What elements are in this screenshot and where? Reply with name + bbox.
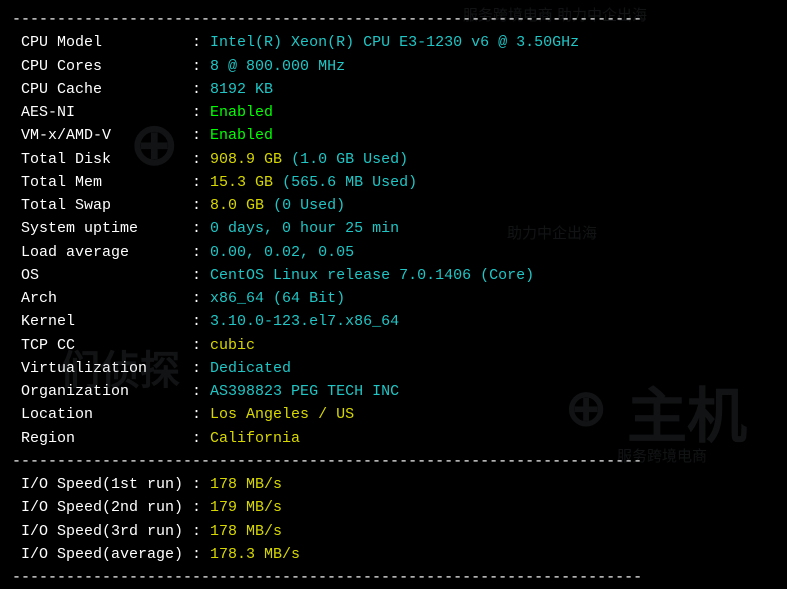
row-label: Kernel xyxy=(12,313,192,330)
row-value: 15.3 GB xyxy=(210,174,282,191)
row-separator: : xyxy=(192,197,210,214)
row-label: Location xyxy=(12,406,192,423)
row-label: Region xyxy=(12,430,192,447)
info-row: Load average : 0.00, 0.02, 0.05 xyxy=(12,241,775,264)
row-label: Organization xyxy=(12,383,192,400)
row-separator: : xyxy=(192,58,210,75)
row-label: TCP CC xyxy=(12,337,192,354)
row-label: Load average xyxy=(12,244,192,261)
row-separator: : xyxy=(192,244,210,261)
io-row: I/O Speed(average) : 178.3 MB/s xyxy=(12,543,775,566)
terminal-output: ----------------------------------------… xyxy=(12,8,775,589)
row-separator: : xyxy=(192,546,210,563)
row-value: 8.0 GB xyxy=(210,197,273,214)
info-row: Total Swap : 8.0 GB (0 Used) xyxy=(12,194,775,217)
row-separator: : xyxy=(192,220,210,237)
row-value: (565.6 MB Used) xyxy=(282,174,417,191)
row-label: AES-NI xyxy=(12,104,192,121)
row-separator: : xyxy=(192,104,210,121)
row-separator: : xyxy=(192,406,210,423)
row-value: Enabled xyxy=(210,104,273,121)
row-value: Intel(R) Xeon(R) CPU E3-1230 v6 @ 3.50GH… xyxy=(210,34,579,51)
info-row: CPU Model : Intel(R) Xeon(R) CPU E3-1230… xyxy=(12,31,775,54)
info-row: AES-NI : Enabled xyxy=(12,101,775,124)
info-row: OS : CentOS Linux release 7.0.1406 (Core… xyxy=(12,264,775,287)
row-separator: : xyxy=(192,430,210,447)
row-value: 0.00, 0.02, 0.05 xyxy=(210,244,354,261)
row-label: CPU Cache xyxy=(12,81,192,98)
info-row: Virtualization : Dedicated xyxy=(12,357,775,380)
row-separator: : xyxy=(192,313,210,330)
row-value: (0 Used) xyxy=(273,197,345,214)
io-row: I/O Speed(3rd run) : 178 MB/s xyxy=(12,520,775,543)
row-separator: : xyxy=(192,360,210,377)
row-label: Virtualization xyxy=(12,360,192,377)
row-value: CentOS Linux release 7.0.1406 (Core) xyxy=(210,267,534,284)
row-value: California xyxy=(210,430,300,447)
row-label: I/O Speed(1st run) xyxy=(12,476,192,493)
row-value: 178 MB/s xyxy=(210,476,282,493)
row-separator: : xyxy=(192,174,210,191)
row-separator: : xyxy=(192,81,210,98)
info-row: CPU Cache : 8192 KB xyxy=(12,78,775,101)
info-row: CPU Cores : 8 @ 800.000 MHz xyxy=(12,55,775,78)
row-separator: : xyxy=(192,127,210,144)
io-row: I/O Speed(2nd run) : 179 MB/s xyxy=(12,496,775,519)
row-label: I/O Speed(2nd run) xyxy=(12,499,192,516)
row-value: 8192 KB xyxy=(210,81,273,98)
row-label: System uptime xyxy=(12,220,192,237)
row-label: Total Mem xyxy=(12,174,192,191)
row-value: 8 @ 800.000 MHz xyxy=(210,58,345,75)
info-row: Organization : AS398823 PEG TECH INC xyxy=(12,380,775,403)
row-label: CPU Cores xyxy=(12,58,192,75)
row-value: 179 MB/s xyxy=(210,499,282,516)
row-value: 3.10.0-123.el7.x86_64 xyxy=(210,313,399,330)
row-value: 178.3 MB/s xyxy=(210,546,300,563)
row-label: Total Disk xyxy=(12,151,192,168)
row-separator: : xyxy=(192,337,210,354)
row-label: Arch xyxy=(12,290,192,307)
row-separator: : xyxy=(192,290,210,307)
row-separator: : xyxy=(192,151,210,168)
divider-line: ----------------------------------------… xyxy=(12,8,775,31)
info-row: TCP CC : cubic xyxy=(12,334,775,357)
row-separator: : xyxy=(192,476,210,493)
row-value: x86_64 (64 Bit) xyxy=(210,290,345,307)
row-value: (1.0 GB Used) xyxy=(291,151,408,168)
info-row: Total Disk : 908.9 GB (1.0 GB Used) xyxy=(12,148,775,171)
row-label: Total Swap xyxy=(12,197,192,214)
io-row: I/O Speed(1st run) : 178 MB/s xyxy=(12,473,775,496)
row-label: VM-x/AMD-V xyxy=(12,127,192,144)
row-value: 908.9 GB xyxy=(210,151,291,168)
row-value: AS398823 PEG TECH INC xyxy=(210,383,399,400)
row-separator: : xyxy=(192,499,210,516)
row-label: OS xyxy=(12,267,192,284)
row-separator: : xyxy=(192,34,210,51)
info-row: Kernel : 3.10.0-123.el7.x86_64 xyxy=(12,310,775,333)
row-value: cubic xyxy=(210,337,255,354)
info-row: VM-x/AMD-V : Enabled xyxy=(12,124,775,147)
row-label: CPU Model xyxy=(12,34,192,51)
divider-line: ----------------------------------------… xyxy=(12,450,775,473)
info-row: Arch : x86_64 (64 Bit) xyxy=(12,287,775,310)
row-value: Dedicated xyxy=(210,360,291,377)
info-row: System uptime : 0 days, 0 hour 25 min xyxy=(12,217,775,240)
row-separator: : xyxy=(192,383,210,400)
row-value: Enabled xyxy=(210,127,273,144)
row-label: I/O Speed(average) xyxy=(12,546,192,563)
info-row: Location : Los Angeles / US xyxy=(12,403,775,426)
info-row: Region : California xyxy=(12,427,775,450)
info-row: Total Mem : 15.3 GB (565.6 MB Used) xyxy=(12,171,775,194)
row-separator: : xyxy=(192,267,210,284)
row-value: 0 days, 0 hour 25 min xyxy=(210,220,399,237)
row-value: Los Angeles / US xyxy=(210,406,354,423)
divider-line: ----------------------------------------… xyxy=(12,566,775,589)
